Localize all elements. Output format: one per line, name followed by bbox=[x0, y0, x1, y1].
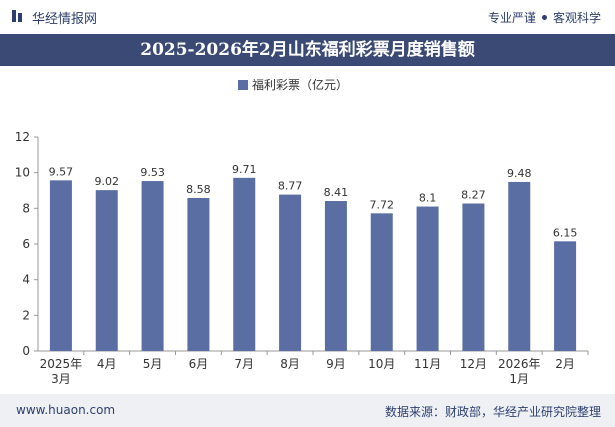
footer: www.huaon.com 数据来源：财政部，华经产业研究院整理 bbox=[0, 394, 615, 427]
legend-swatch bbox=[238, 80, 248, 90]
data-label: 8.58 bbox=[186, 183, 211, 196]
data-label: 7.72 bbox=[370, 198, 395, 211]
x-tick-label: 10月 bbox=[368, 357, 395, 371]
y-tick-label: 10 bbox=[15, 166, 30, 180]
x-tick-label: 8月 bbox=[280, 357, 300, 371]
x-tick-label: 6月 bbox=[189, 357, 209, 371]
site-name: 华经情报网 bbox=[32, 12, 98, 27]
footer-source: 数据来源：财政部，华经产业研究院整理 bbox=[384, 405, 601, 419]
data-label: 8.27 bbox=[461, 189, 486, 202]
data-label: 8.1 bbox=[419, 192, 437, 205]
x-tick-label: 3月 bbox=[51, 372, 71, 386]
x-tick-label: 1月 bbox=[509, 372, 529, 386]
y-tick-label: 4 bbox=[22, 273, 30, 287]
bar bbox=[324, 201, 347, 351]
bar bbox=[462, 203, 485, 351]
separator-dot-icon bbox=[541, 15, 547, 20]
bar bbox=[279, 194, 302, 351]
top-bar: 华经情报网 专业严谨 客观科学 bbox=[0, 0, 615, 34]
bar bbox=[95, 190, 118, 351]
bar bbox=[416, 206, 439, 351]
x-tick-label: 4月 bbox=[97, 357, 117, 371]
bar bbox=[554, 241, 577, 351]
y-tick-label: 2 bbox=[22, 308, 30, 322]
data-label: 9.48 bbox=[507, 167, 532, 180]
data-label: 9.53 bbox=[140, 166, 165, 179]
tagline-right: 客观科学 bbox=[552, 11, 601, 25]
y-tick-label: 12 bbox=[15, 130, 30, 144]
bar bbox=[370, 213, 393, 351]
legend-label: 福利彩票（亿元） bbox=[252, 78, 349, 92]
y-tick-label: 8 bbox=[22, 201, 30, 215]
data-label: 6.15 bbox=[553, 226, 578, 239]
bar bbox=[508, 181, 531, 351]
x-tick-label: 2026年 bbox=[498, 357, 541, 371]
x-tick-label: 12月 bbox=[460, 357, 487, 371]
footer-url: www.huaon.com bbox=[16, 403, 116, 417]
chart-title: 2025-2026年2月山东福利彩票月度销售额 bbox=[140, 40, 475, 60]
tagline-left: 专业严谨 bbox=[487, 11, 536, 25]
x-tick-label: 5月 bbox=[143, 357, 163, 371]
data-label: 8.77 bbox=[278, 180, 303, 193]
x-tick-label: 11月 bbox=[414, 357, 441, 371]
data-label: 9.57 bbox=[49, 165, 74, 178]
chart-legend: 福利彩票（亿元） bbox=[238, 76, 348, 93]
data-label: 9.71 bbox=[232, 163, 257, 176]
x-tick-label: 2月 bbox=[555, 357, 575, 371]
bar bbox=[187, 197, 210, 351]
y-tick-label: 6 bbox=[22, 237, 30, 251]
huajing-logo-icon bbox=[12, 10, 22, 22]
x-tick-label: 7月 bbox=[234, 357, 254, 371]
x-tick-label: 2025年 bbox=[40, 357, 83, 371]
y-tick-label: 0 bbox=[22, 344, 30, 358]
bar bbox=[141, 181, 164, 351]
data-label: 8.41 bbox=[324, 186, 349, 199]
x-tick-label: 9月 bbox=[326, 357, 346, 371]
bar bbox=[233, 177, 256, 351]
title-band: 2025-2026年2月山东福利彩票月度销售额 bbox=[0, 34, 615, 66]
data-label: 9.02 bbox=[95, 175, 120, 188]
tagline: 专业严谨 客观科学 bbox=[488, 9, 601, 26]
bar bbox=[49, 180, 72, 351]
